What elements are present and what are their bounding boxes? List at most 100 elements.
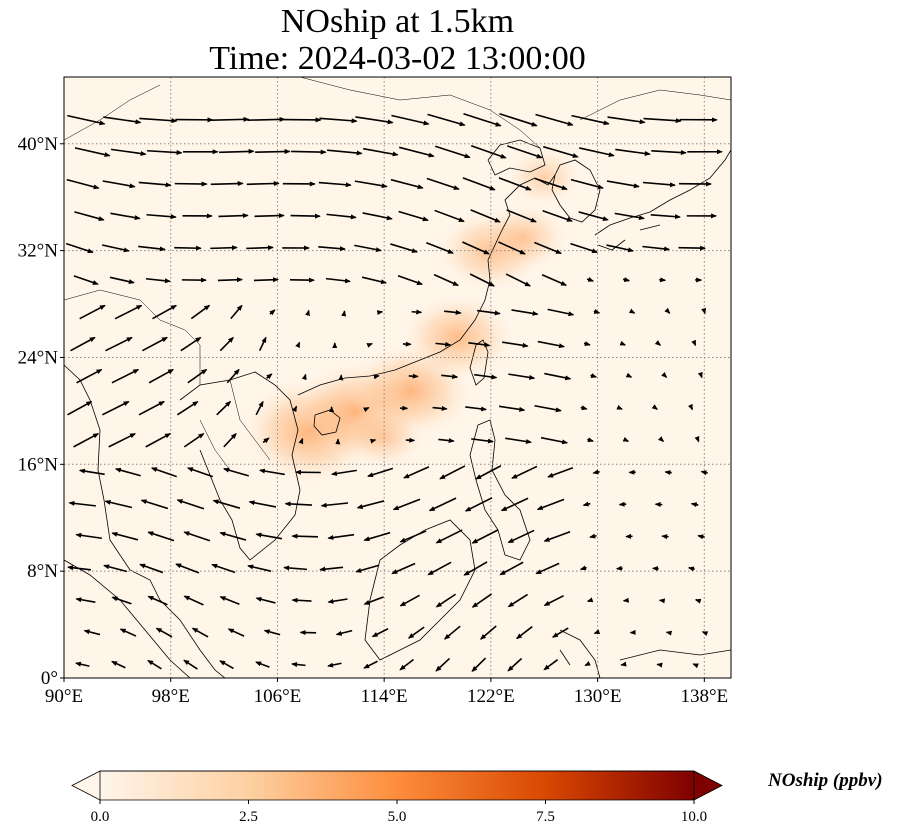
- wind-arrow: [147, 659, 162, 670]
- wind-arrow: [620, 661, 627, 667]
- wind-arrow: [183, 531, 211, 542]
- wind-arrow: [615, 148, 651, 156]
- lon-tick-label: 114°E: [361, 686, 408, 707]
- wind-arrow: [541, 274, 568, 287]
- wind-arrow: [191, 627, 209, 638]
- wind-arrow: [356, 500, 385, 509]
- wind-arrow: [183, 433, 205, 448]
- wind-arrow: [428, 497, 457, 512]
- wind-arrow: [474, 373, 498, 380]
- wind-arrow: [506, 145, 543, 159]
- wind-arrow: [587, 437, 594, 443]
- wind-arrow: [363, 407, 370, 413]
- lon-tick-label: 122°E: [467, 686, 515, 707]
- wind-arrow: [542, 209, 573, 222]
- wind-arrow: [176, 400, 199, 416]
- wind-arrow: [607, 116, 646, 125]
- wind-arrow: [367, 467, 394, 478]
- wind-arrow: [111, 368, 140, 384]
- wind-arrow: [262, 437, 270, 444]
- wind-arrow: [438, 438, 455, 444]
- wind-arrow: [661, 371, 668, 378]
- wind-arrow: [219, 596, 240, 606]
- wind-arrow: [584, 661, 591, 667]
- wind-arrow: [83, 629, 101, 636]
- wind-arrow: [75, 597, 96, 603]
- wind-arrow: [694, 598, 702, 604]
- wind-arrow: [470, 145, 507, 159]
- wind-arrow: [543, 530, 571, 542]
- wind-arrow: [111, 596, 132, 605]
- wind-arrow: [295, 341, 301, 349]
- wind-arrow: [111, 660, 126, 669]
- wind-arrow: [363, 596, 384, 605]
- wind-arrow: [475, 465, 502, 480]
- wind-arrow: [65, 242, 94, 254]
- wind-arrow: [298, 437, 304, 445]
- wind-arrow: [622, 277, 631, 283]
- wind-arrow: [606, 244, 635, 253]
- wind-arrow: [592, 469, 600, 475]
- colorbar-tick-label: 10.0: [681, 809, 707, 825]
- wind-arrow: [217, 277, 243, 283]
- wind-arrow: [659, 277, 667, 283]
- wind-arrow: [327, 149, 363, 156]
- wind-arrow: [462, 241, 490, 255]
- colorbar-gradient: [100, 771, 694, 800]
- wind-arrow: [371, 627, 389, 638]
- wind-vectors: [65, 112, 723, 672]
- wind-arrow: [325, 277, 351, 284]
- colorbar-tick-label: 2.5: [239, 809, 258, 825]
- wind-arrow: [246, 181, 280, 187]
- wind-arrow: [74, 211, 105, 222]
- wind-arrow: [301, 373, 307, 381]
- wind-arrow: [150, 467, 177, 478]
- wind-arrow: [443, 625, 461, 640]
- wind-arrow: [255, 596, 276, 604]
- wind-arrow: [507, 657, 523, 672]
- wind-arrow: [477, 309, 501, 316]
- wind-arrow: [284, 501, 313, 507]
- wind-arrow: [108, 432, 136, 448]
- wind-arrow: [618, 501, 627, 507]
- wind-arrow: [697, 534, 705, 540]
- wind-arrow: [500, 497, 529, 512]
- wind-arrow: [266, 373, 273, 380]
- wind-arrow: [537, 340, 565, 349]
- wind-arrow: [534, 404, 562, 413]
- wind-arrow: [263, 629, 281, 636]
- wind-arrow: [291, 661, 306, 667]
- wind-arrow: [426, 241, 454, 254]
- wind-arrow: [255, 149, 291, 155]
- wind-arrow: [650, 213, 681, 220]
- wind-arrow: [435, 341, 452, 347]
- wind-arrow: [320, 502, 349, 508]
- wind-arrow: [67, 565, 91, 571]
- wind-arrow: [661, 534, 669, 540]
- lon-tick-label: 90°E: [45, 686, 83, 707]
- wind-arrow: [502, 341, 529, 348]
- wind-arrow: [355, 564, 380, 573]
- wind-arrow: [211, 563, 236, 574]
- wind-arrow: [366, 342, 373, 348]
- wind-arrow: [507, 593, 529, 608]
- wind-arrow: [619, 340, 627, 346]
- wind-arrow: [499, 561, 524, 576]
- wind-arrow: [622, 436, 630, 442]
- colorbar: 0.0 2.5 5.0 7.5 10.0: [71, 770, 723, 825]
- border-lines: [64, 77, 731, 471]
- lat-tick-label: 8°N: [27, 561, 58, 582]
- wind-arrow: [411, 309, 423, 315]
- wind-arrow: [579, 565, 587, 571]
- wind-arrow: [665, 630, 673, 636]
- wind-arrow: [433, 273, 459, 287]
- wind-arrow: [152, 304, 178, 320]
- wind-arrow: [578, 211, 609, 221]
- wind-arrow: [70, 336, 96, 352]
- wind-arrow: [67, 114, 106, 126]
- wind-arrow: [139, 563, 164, 574]
- wind-arrow: [147, 531, 175, 542]
- wind-arrow: [694, 435, 700, 443]
- colorbar-max-extension: [693, 770, 723, 801]
